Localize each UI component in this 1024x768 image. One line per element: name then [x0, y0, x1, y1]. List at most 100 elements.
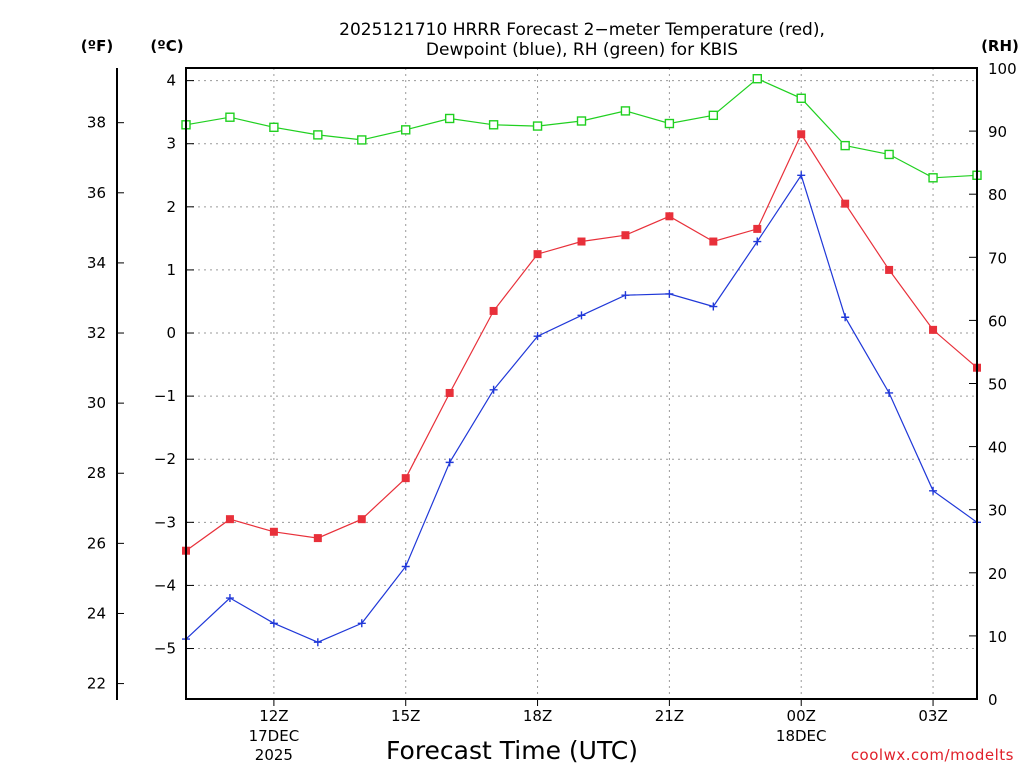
rh-marker	[708, 110, 719, 121]
x-tick-year: 2025	[255, 746, 293, 764]
x-tick-label: 15Z	[391, 707, 420, 725]
rh-marker	[225, 112, 235, 122]
x-tick-label: 00Z	[787, 707, 816, 725]
x-tick-label: 18Z	[523, 707, 552, 725]
grid-layer	[186, 68, 977, 699]
celsius-tick-label: 4	[166, 72, 176, 90]
rh-marker	[313, 130, 323, 140]
x-tick-date: 17DEC	[249, 727, 300, 745]
credit-text: coolwx.com/modelts	[851, 746, 1014, 764]
temperature-marker	[577, 237, 586, 246]
x-tick-label: 21Z	[655, 707, 684, 725]
rh-marker	[928, 173, 938, 183]
rh-marker	[752, 74, 762, 84]
plot-frame	[185, 67, 978, 700]
temperature-line	[185, 133, 978, 552]
rh-marker	[444, 113, 455, 124]
series-layer	[181, 74, 982, 647]
fahrenheit-tick-label: 22	[87, 675, 106, 693]
rh-marker	[884, 149, 894, 160]
dewpoint-marker	[489, 385, 498, 394]
rh-tick-label: 0	[988, 691, 998, 709]
temperature-marker	[489, 306, 498, 315]
rh-tick-label: 80	[988, 186, 1007, 204]
fahrenheit-tick-label: 28	[87, 464, 106, 482]
rh-tick-label: 40	[988, 439, 1007, 457]
celsius-tick-label: −1	[154, 387, 176, 405]
fahrenheit-tick-label: 24	[87, 604, 106, 622]
dewpoint-marker	[841, 313, 850, 322]
dewpoint-marker	[753, 237, 762, 246]
rh-marker	[664, 118, 675, 129]
chart-title-line-2: Dewpoint (blue), RH (green) for KBIS	[426, 40, 738, 60]
rh-tick-label: 60	[988, 312, 1007, 330]
rh-tick-label: 50	[988, 376, 1007, 394]
celsius-tick-label: −3	[154, 513, 176, 531]
rh-marker	[357, 135, 367, 145]
rh-marker	[269, 122, 279, 133]
rh-tick-label: 100	[988, 60, 1017, 78]
rh-marker	[620, 106, 631, 116]
dewpoint-marker	[885, 388, 894, 397]
temperature-marker	[401, 474, 410, 483]
rh-unit-label: (RH)	[981, 37, 1019, 55]
dewpoint-marker	[225, 594, 234, 603]
temperature-marker	[929, 325, 938, 334]
fahrenheit-tick-label: 30	[87, 394, 106, 412]
temperature-marker	[841, 199, 850, 208]
fahrenheit-tick-label: 38	[87, 114, 106, 132]
x-tick-label: 12Z	[259, 707, 288, 725]
dewpoint-marker	[313, 638, 322, 647]
temperature-marker	[313, 534, 322, 543]
temperature-marker	[533, 250, 542, 259]
rh-marker	[488, 120, 499, 130]
celsius-tick-label: 2	[166, 198, 176, 216]
rh-marker	[576, 116, 587, 126]
celsius-tick-label: −4	[154, 576, 176, 594]
temperature-marker	[269, 527, 278, 536]
fahrenheit-tick-label: 32	[87, 324, 106, 342]
dewpoint-marker	[621, 291, 630, 300]
dewpoint-marker	[665, 289, 674, 298]
celsius-tick-label: 3	[166, 135, 176, 153]
rh-marker	[840, 140, 850, 151]
dewpoint-marker	[577, 311, 586, 320]
rh-marker	[532, 121, 543, 131]
fahrenheit-tick-label: 36	[87, 184, 106, 202]
temperature-marker	[753, 224, 762, 233]
rh-tick-label: 90	[988, 123, 1007, 141]
temperature-marker	[225, 515, 234, 524]
chart-title-line-1: 2025121710 HRRR Forecast 2−meter Tempera…	[339, 20, 825, 40]
rh-marker	[796, 93, 806, 103]
celsius-tick-label: 1	[166, 261, 176, 279]
dewpoint-marker	[797, 171, 806, 180]
dewpoint-marker	[269, 619, 278, 628]
temperature-marker	[709, 237, 718, 246]
temperature-marker	[445, 388, 454, 397]
dewpoint-marker	[929, 486, 938, 495]
temperature-marker	[885, 265, 894, 274]
dewpoint-marker	[709, 302, 718, 311]
fahrenheit-unit-label: (ºF)	[81, 37, 113, 55]
temperature-marker	[665, 212, 674, 221]
fahrenheit-tick-label: 34	[87, 254, 106, 272]
rh-line	[185, 77, 978, 179]
celsius-tick-label: 0	[166, 324, 176, 342]
dewpoint-marker	[401, 562, 410, 571]
rh-marker	[401, 125, 411, 135]
x-axis-title: Forecast Time (UTC)	[386, 736, 638, 765]
rh-tick-label: 30	[988, 502, 1007, 520]
celsius-unit-label: (ºC)	[150, 37, 183, 55]
dewpoint-marker	[533, 332, 542, 341]
rh-tick-label: 20	[988, 565, 1007, 583]
rh-tick-label: 10	[988, 628, 1007, 646]
temperature-marker	[797, 130, 806, 139]
dewpoint-marker	[445, 458, 454, 467]
x-tick-label: 03Z	[918, 707, 947, 725]
celsius-tick-label: −5	[154, 640, 176, 658]
fahrenheit-tick-label: 26	[87, 534, 106, 552]
temperature-marker	[621, 231, 630, 240]
x-tick-date: 18DEC	[776, 727, 827, 745]
